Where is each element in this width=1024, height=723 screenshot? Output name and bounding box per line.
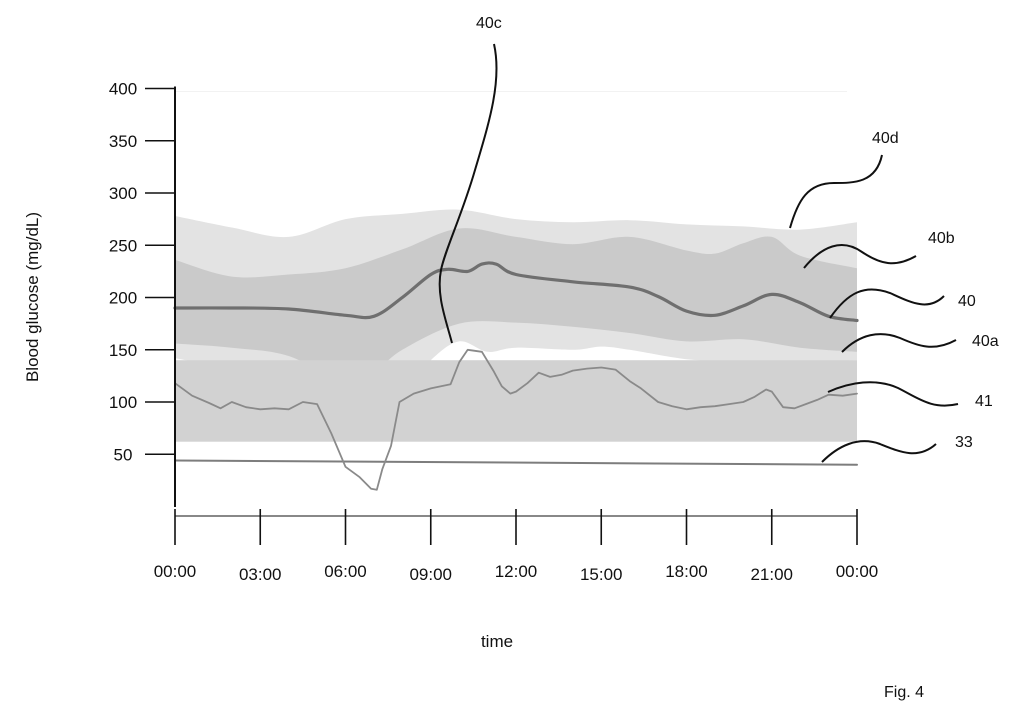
leader-40b [803, 244, 917, 269]
x-tick-label: 18:00 [665, 562, 708, 581]
x-tick-label: 12:00 [495, 562, 538, 581]
glucose-trace-41 [174, 348, 858, 491]
x-tick-label: 06:00 [324, 562, 367, 581]
x-tick-label: 15:00 [580, 565, 623, 584]
median-curve-40 [173, 261, 859, 323]
y-tick-label: 250 [109, 236, 137, 255]
y-tick-label: 200 [109, 289, 137, 308]
leader-40d [789, 154, 883, 229]
x-tick-label: 00:00 [836, 562, 879, 581]
y-tick-label: 400 [109, 80, 137, 99]
y-tick-label: 300 [109, 184, 137, 203]
x-tick-label: 21:00 [750, 565, 793, 584]
leader-40c [438, 43, 498, 344]
y-tick-label: 100 [109, 393, 137, 412]
series-layer [173, 261, 859, 491]
y-tick-label: 150 [109, 341, 137, 360]
leader-41 [827, 381, 959, 407]
label-40c: 40c [476, 15, 502, 32]
x-axis-title: time [481, 632, 513, 651]
label-40d: 40d [872, 130, 899, 147]
annotation-labels: 40c 40d 40b 40 40a 41 33 [476, 15, 999, 451]
annotations-layer [438, 43, 959, 463]
y-axis-title: Blood glucose (mg/dL) [23, 212, 42, 382]
leader-40 [829, 288, 945, 319]
target-range-40a [175, 360, 857, 442]
x-ticks: 00:00 03:00 06:00 09:00 12:00 15:00 18:00 21:00… [154, 509, 879, 584]
label-40: 40 [958, 293, 976, 310]
label-40a: 40a [972, 333, 999, 350]
leader-33 [821, 440, 937, 463]
x-tick-label: 09:00 [409, 565, 452, 584]
x-tick-label: 00:00 [154, 562, 197, 581]
label-41: 41 [975, 393, 993, 410]
threshold-line-33 [174, 459, 858, 466]
label-33: 33 [955, 434, 973, 451]
y-tick-label: 350 [109, 132, 137, 151]
y-ticks: 50 100 150 200 250 300 350 400 [109, 80, 175, 464]
y-tick-label: 50 [114, 445, 133, 464]
band-40b [175, 228, 857, 384]
leader-40a [841, 333, 957, 353]
label-40b: 40b [928, 230, 955, 247]
figure-label: Fig. 4 [884, 684, 924, 701]
x-tick-label: 03:00 [239, 565, 282, 584]
bands-layer [175, 91, 857, 442]
